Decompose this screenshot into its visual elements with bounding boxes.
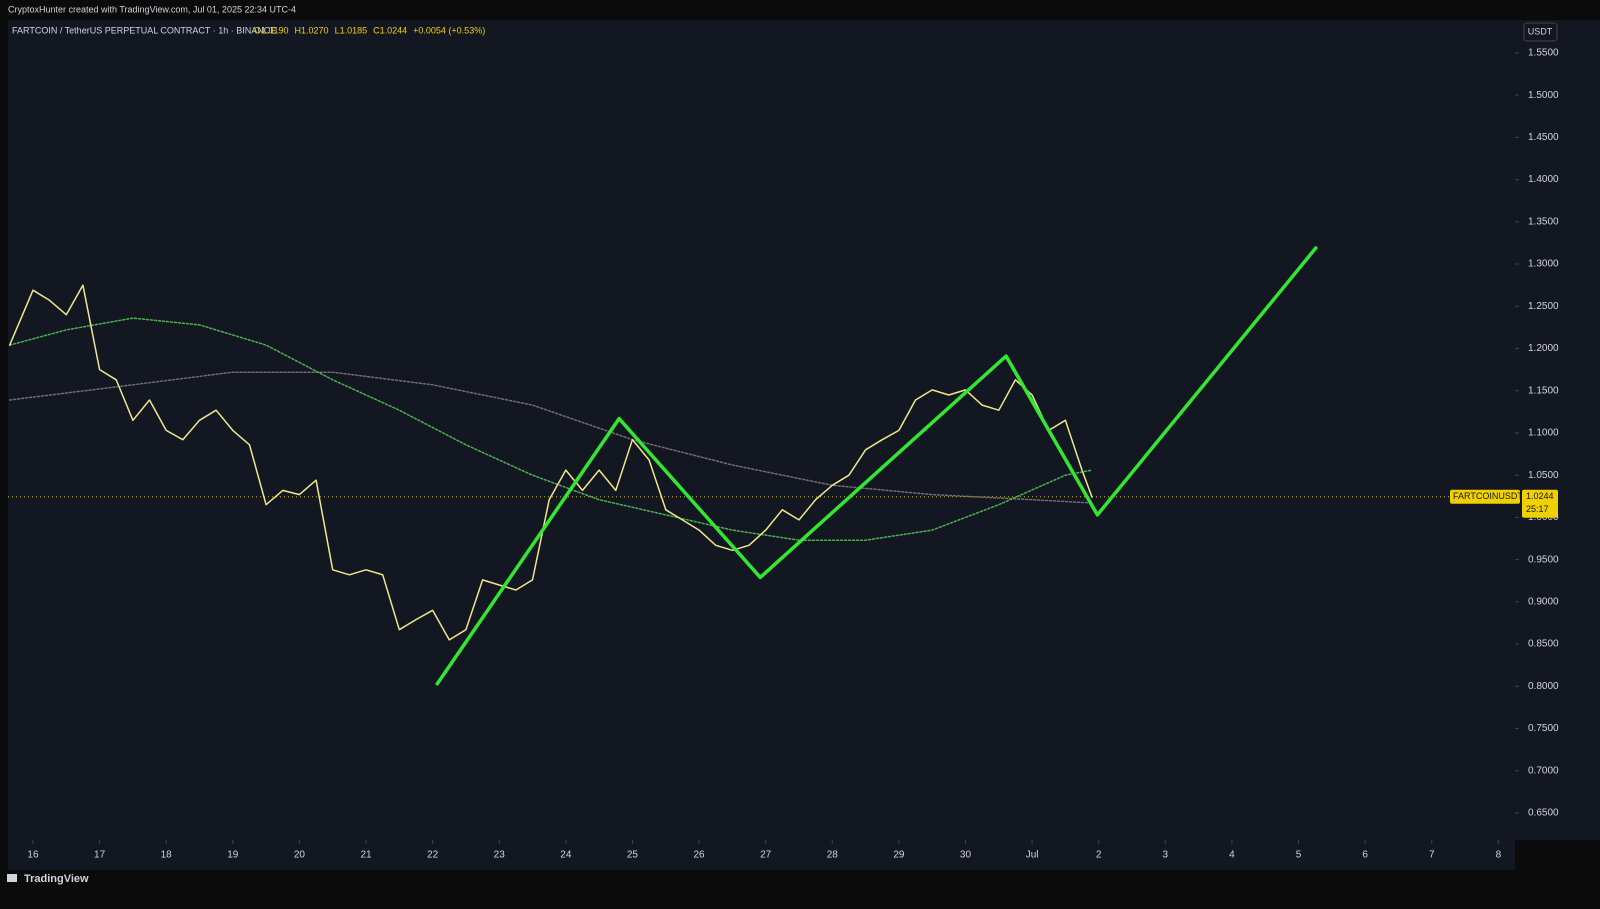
y-tick-label: 1.1000 xyxy=(1528,428,1559,439)
y-tick-label: 1.4000 xyxy=(1528,174,1559,185)
series-line xyxy=(8,371,1093,504)
symbol-tag-bg xyxy=(1450,489,1520,504)
x-tick-label: 8 xyxy=(1496,850,1502,861)
currency-label: USDT xyxy=(1528,26,1553,36)
x-tick-label: 24 xyxy=(560,850,572,861)
y-tick-label: 0.9000 xyxy=(1528,596,1559,607)
ohlc-label: C1.0244 xyxy=(373,25,407,35)
last-price-label: 1.0244 xyxy=(1526,491,1554,501)
y-tick-label: 0.7000 xyxy=(1528,765,1559,776)
currency-button[interactable] xyxy=(1523,22,1558,42)
x-tick-label: Jul xyxy=(1026,850,1039,861)
y-tick-label: 0.9500 xyxy=(1528,554,1559,565)
y-tick-label: 1.3000 xyxy=(1528,259,1559,270)
y-tick-label: 1.4500 xyxy=(1528,132,1559,143)
y-tick-label: 1.3500 xyxy=(1528,216,1559,227)
x-tick-label: 23 xyxy=(494,850,506,861)
series-line xyxy=(8,317,1093,541)
x-tick-label: 16 xyxy=(27,850,39,861)
series-line xyxy=(8,284,1093,641)
footer-brand: TradingView xyxy=(24,873,89,885)
ohlc-label: H1.0270 xyxy=(295,25,329,35)
y-tick-label: 0.8500 xyxy=(1528,639,1559,650)
x-tick-label: 25 xyxy=(627,850,639,861)
symbol-title: FARTCOIN / TetherUS PERPETUAL CONTRACT ·… xyxy=(12,25,276,35)
x-tick-label: 20 xyxy=(294,850,306,861)
x-tick-label: 22 xyxy=(427,850,439,861)
x-tick-label: 7 xyxy=(1429,850,1435,861)
x-tick-label: 26 xyxy=(693,850,705,861)
x-tick-label: 30 xyxy=(960,850,972,861)
y-tick-label: 1.5000 xyxy=(1528,90,1559,101)
ohlc-label: L1.0185 xyxy=(335,25,368,35)
plot-area xyxy=(8,20,1515,840)
last-price-tag-bg xyxy=(1522,489,1558,518)
x-tick-label: 2 xyxy=(1096,850,1102,861)
countdown: 25:17 xyxy=(1526,504,1549,514)
y-tick-label: 1.5500 xyxy=(1528,48,1559,59)
x-tick-label: 17 xyxy=(94,850,106,861)
y-tick-label: 1.0500 xyxy=(1528,470,1559,481)
ohlc-label: O1.0190 xyxy=(254,25,289,35)
y-tick-label: 0.7500 xyxy=(1528,723,1559,734)
x-tick-label: 6 xyxy=(1362,850,1368,861)
x-tick-label: 28 xyxy=(827,850,839,861)
y-tick-label: 0.6500 xyxy=(1528,808,1559,819)
series-line xyxy=(435,246,1318,686)
y-tick-label: 1.2000 xyxy=(1528,343,1559,354)
time-axis xyxy=(8,840,1515,870)
y-tick-label: 1.2500 xyxy=(1528,301,1559,312)
x-tick-label: 29 xyxy=(893,850,905,861)
ohlc-label: +0.0054 (+0.53%) xyxy=(413,25,485,35)
x-tick-label: 5 xyxy=(1296,850,1302,861)
x-tick-label: 3 xyxy=(1163,850,1169,861)
top-bar: CryptoxHunter created with TradingView.c… xyxy=(8,4,296,14)
y-tick-label: 0.8000 xyxy=(1528,681,1559,692)
y-tick-label: 1.1500 xyxy=(1528,385,1559,396)
x-tick-label: 27 xyxy=(760,850,772,861)
symbol-tag: FARTCOINUSDT.P xyxy=(1453,491,1530,501)
x-tick-label: 19 xyxy=(227,850,239,861)
x-tick-label: 18 xyxy=(161,850,173,861)
logo xyxy=(7,874,17,882)
x-tick-label: 21 xyxy=(360,850,372,861)
x-tick-label: 4 xyxy=(1229,850,1235,861)
price-axis xyxy=(1515,20,1600,840)
